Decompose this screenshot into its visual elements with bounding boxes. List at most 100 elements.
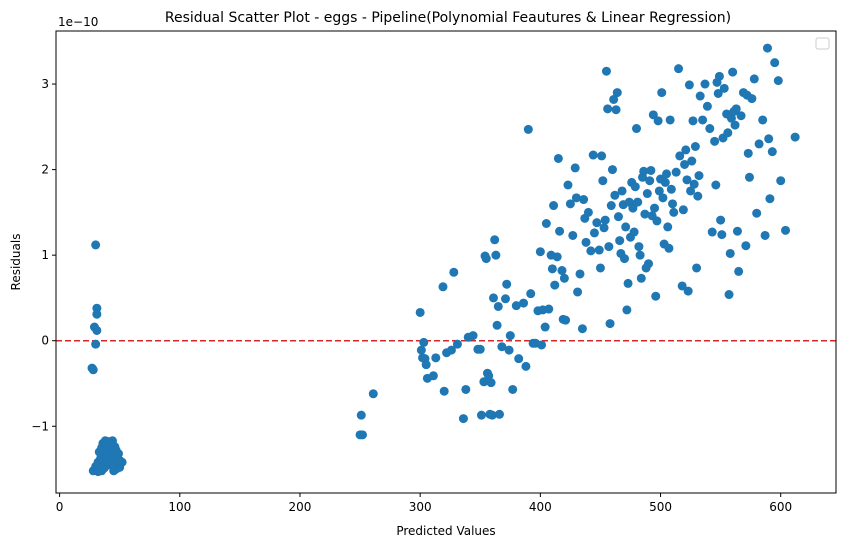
scatter-point [484,371,494,381]
scatter-point [695,91,705,101]
scatter-point [688,116,698,126]
scatter-point [476,410,486,420]
scatter-point [635,250,645,260]
scatter-point [605,319,615,329]
scatter-point [711,180,721,190]
scatter-point [505,331,515,341]
scatter-point [644,259,654,269]
scatter-point [104,437,114,447]
scatter-point [500,294,510,304]
x-axis-label: Predicted Values [396,524,495,538]
y-axis-label: Residuals [9,234,23,291]
scatter-point [671,167,681,177]
scatter-point [669,207,679,217]
x-tick-label: 0 [56,500,64,514]
legend-box [815,37,830,50]
x-tick-label: 500 [649,500,672,514]
scatter-point [767,147,777,157]
scatter-point [770,58,780,68]
scatter-point [666,184,676,194]
y-tick-label: 3 [41,77,49,91]
plot-border [55,30,837,494]
scatter-point [719,83,729,93]
scatter-point [650,203,660,213]
scatter-point [646,165,656,175]
scatter-point [461,384,471,394]
scatter-point [475,344,485,354]
scatter-point [615,236,625,246]
scatter-point [487,410,497,420]
y-offset-label: 1e−10 [58,15,98,29]
scatter-point [583,207,593,217]
scatter-point [439,386,449,396]
scatter-point [421,360,431,370]
scatter-point [631,124,641,134]
scatter-point [674,64,684,74]
scatter-point [702,101,712,111]
scatter-point [687,156,697,166]
scatter-point [571,193,581,203]
scatter-point [550,280,560,290]
scatter-point [603,104,613,114]
scatter-point [438,282,448,292]
scatter-point [642,189,652,199]
x-axis: 0 100 200 300 400 500 600 [56,493,792,514]
scatter-point [595,263,605,273]
scatter-point [523,124,533,134]
scatter-point [449,267,459,277]
scatter-point [723,128,733,138]
scatter-point [612,88,622,98]
x-tick-label: 300 [409,500,432,514]
scatter-point [113,449,123,459]
scatter-point [368,389,378,399]
scatter-point [707,227,717,237]
scatter-point [630,182,640,192]
scatter-point [537,340,547,350]
scatter-point [677,281,687,291]
scatter-point [416,345,426,355]
scatter-point [541,219,551,228]
scatter-point [749,74,759,84]
scatter-point [91,240,101,250]
scatter-point [683,286,693,296]
scatter-point [665,115,675,125]
scatter-point [758,115,768,125]
scatter-point [581,237,591,247]
scatter-point [692,263,702,273]
scatter-point [732,226,742,236]
scatter-point [419,337,429,347]
scatter-point [741,241,751,251]
scatter-point [415,307,425,317]
scatter-point [776,176,786,186]
scatter-point [526,289,536,299]
scatter-point [557,266,567,276]
scatter-point [726,113,736,123]
scatter-point [508,384,518,394]
scatter-point [617,186,627,196]
scatter-point [586,246,596,256]
scatter-point [619,254,629,264]
scatter-point [710,136,720,146]
scatter-point [577,324,587,334]
scatter-point [431,353,441,363]
scatter-point [629,227,639,237]
scatter-point [356,410,366,420]
scatter-point [452,339,462,349]
scatter-point [519,298,529,308]
scatter-point [648,110,658,120]
scatter-point [609,94,619,104]
scatter-point [606,201,616,211]
scatter-point [540,322,550,332]
scatter-point [773,76,783,86]
scatter-point [547,264,557,274]
scatter-point [682,175,692,185]
scatter-point [764,134,774,144]
scatter-point [607,165,617,175]
x-tick-label: 600 [769,500,792,514]
scatter-point [573,287,583,297]
scatter-point [588,150,598,160]
scatter-point [668,199,678,209]
scatter-point [663,222,673,232]
x-tick-label: 100 [168,500,191,514]
